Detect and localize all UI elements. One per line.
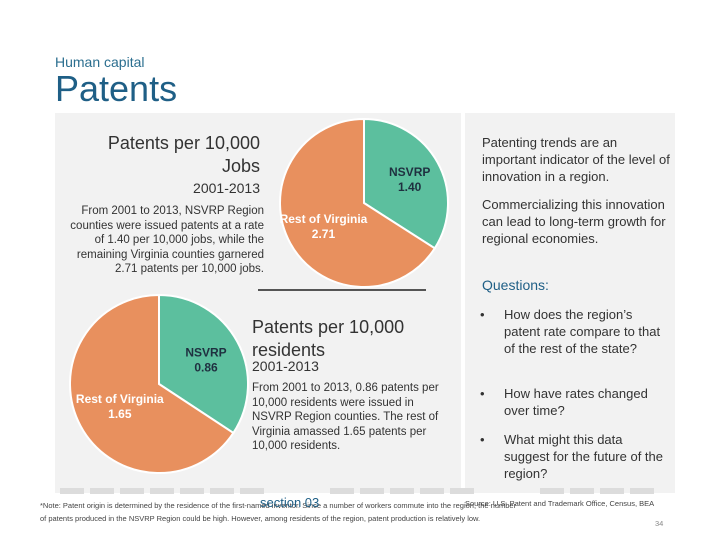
footer-tick: [570, 488, 594, 494]
jobs-pie-label-nsvrp: NSVRP: [389, 165, 430, 179]
footer-tick: [150, 488, 174, 494]
question-text: What might this data suggest for the fut…: [504, 432, 663, 481]
footer-tick: [60, 488, 84, 494]
residents-chart-title: Patents per 10,000 residents: [252, 316, 452, 362]
commercializing-paragraph: Commercializing this innovation can lead…: [482, 197, 666, 246]
residents-pie-chart: NSVRP 0.86 Rest of Virginia 1.65: [69, 293, 249, 474]
footer-tick: [540, 488, 564, 494]
residents-pie-label-rest: Rest of Virginia: [76, 392, 164, 406]
chart-divider: [258, 289, 426, 291]
source-note: Source: U.S. Patent and Trademark Office…: [465, 499, 655, 508]
jobs-pie-label-rest: Rest of Virginia: [280, 212, 368, 226]
footer-tick: [390, 488, 414, 494]
residents-pie-value-nsvrp: 0.86: [194, 361, 218, 375]
residents-pie-value-rest: 1.65: [108, 407, 132, 421]
question-item: • How does the region’s patent rate comp…: [480, 306, 670, 376]
jobs-chart-title-line1: Patents per 10,000: [107, 133, 260, 153]
jobs-pie-chart: NSVRP 1.40 Rest of Virginia 2.71: [279, 117, 449, 288]
bullet-icon: •: [480, 386, 485, 401]
intro-paragraph: Patenting trends are an important indica…: [482, 135, 670, 184]
footer-tick: [210, 488, 234, 494]
footer-tick: [240, 488, 264, 494]
jobs-pie-slice-rest-of-virginia: [279, 117, 437, 288]
footer-tick: [90, 488, 114, 494]
residents-pie-label-nsvrp: NSVRP: [185, 346, 226, 360]
footer-tick: [120, 488, 144, 494]
page-number: 34: [655, 519, 664, 528]
info-panel: [465, 113, 675, 493]
jobs-chart-description: From 2001 to 2013, NSVRP Region counties…: [70, 205, 264, 275]
residents-chart-title-line2: residents: [252, 340, 326, 360]
footer-tick: [600, 488, 624, 494]
question-text: How does the region’s patent rate compar…: [504, 307, 661, 356]
footnote: *Note: Patent origin is determined by th…: [40, 501, 517, 523]
bullet-icon: •: [480, 432, 485, 447]
footer-tick: [180, 488, 204, 494]
footer-tick: [630, 488, 654, 494]
jobs-pie-value-nsvrp: 1.40: [398, 180, 422, 194]
section-label: section 03: [260, 495, 320, 510]
questions-heading: Questions:: [482, 277, 549, 293]
footer-tick: [330, 488, 354, 494]
footer-tick: [420, 488, 444, 494]
jobs-chart-title: Patents per 10,000 Jobs: [80, 132, 260, 178]
residents-chart-title-line1: Patents per 10,000: [252, 317, 405, 337]
footer-tick: [450, 488, 474, 494]
residents-chart-description: From 2001 to 2013, 0.86 patents per 10,0…: [252, 382, 439, 452]
question-text: How have rates changed over time?: [504, 386, 648, 418]
footer-tick: [360, 488, 384, 494]
question-item: • What might this data suggest for the f…: [480, 431, 670, 483]
jobs-pie-value-rest: 2.71: [312, 227, 336, 241]
bullet-icon: •: [480, 307, 485, 322]
question-item: • How have rates changed over time?: [480, 385, 670, 425]
page-title: Patents: [55, 68, 178, 109]
jobs-chart-period: 2001-2013: [193, 180, 260, 196]
jobs-chart-title-line2: Jobs: [221, 156, 260, 176]
section-subtitle: Human capital: [55, 54, 145, 70]
residents-chart-period: 2001-2013: [252, 358, 319, 374]
residents-pie-slice-rest-of-virginia: [69, 293, 235, 474]
